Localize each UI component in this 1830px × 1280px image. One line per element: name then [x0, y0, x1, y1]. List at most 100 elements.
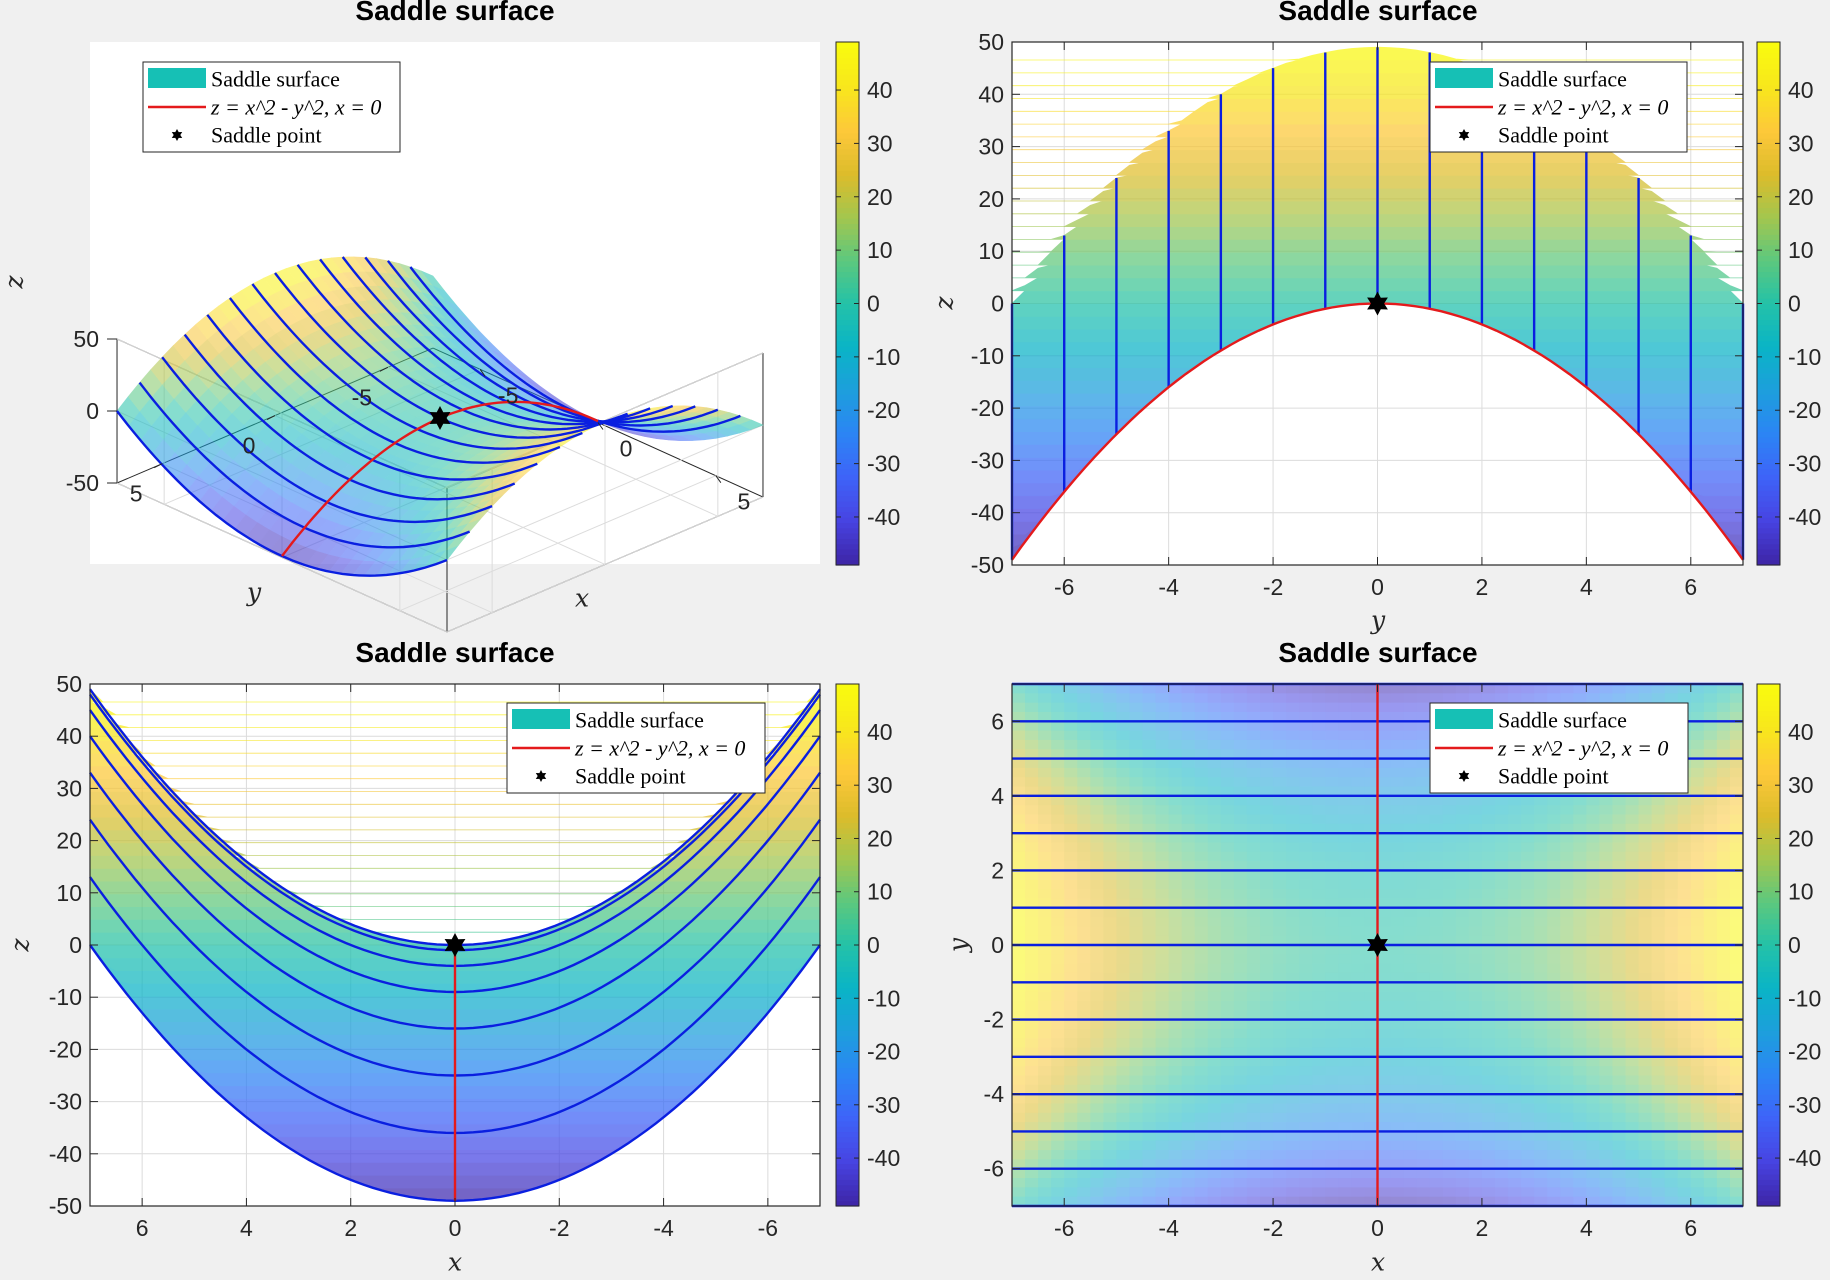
surface-cell: [1129, 1187, 1144, 1198]
surface-cell: [1664, 833, 1679, 843]
colorbar-segment: [836, 351, 859, 358]
surface-cell: [1612, 684, 1627, 694]
surface-cell: [1403, 1196, 1418, 1207]
surface-cell: [1442, 1150, 1457, 1160]
surface-cell: [1390, 917, 1405, 927]
surface-cell: [1103, 870, 1117, 881]
surface-cell: [1560, 814, 1574, 825]
surface-cell: [1286, 767, 1300, 778]
surface-cell: [1612, 879, 1627, 890]
surface-cell: [1012, 1010, 1026, 1021]
surface-cell: [1729, 1196, 1744, 1207]
surface-cell: [1246, 1122, 1261, 1132]
surface-cell: [1325, 805, 1339, 815]
surface-cell: [1312, 889, 1326, 899]
surface-cell: [1625, 954, 1640, 965]
surface-cell: [1129, 1056, 1144, 1067]
surface-cell: [1312, 851, 1326, 862]
surface-cell: [1051, 1075, 1065, 1086]
colorbar-segment: [836, 1190, 859, 1196]
colorbar-segment: [1757, 992, 1780, 999]
surface-cell: [1508, 1187, 1522, 1198]
surface-cell: [1729, 963, 1744, 974]
surface-cell: [1481, 954, 1496, 965]
colorbar-segment: [1757, 202, 1780, 209]
colorbar-segment: [1757, 1046, 1780, 1053]
surface-cell: [1025, 926, 1039, 937]
surface-cell: [1246, 1010, 1261, 1021]
surface-cell: [1233, 1000, 1248, 1011]
colorbar-segment: [836, 1179, 859, 1186]
surface-cell: [1181, 870, 1196, 881]
surface-cell: [1390, 982, 1405, 993]
surface-cell: [1220, 749, 1235, 760]
surface-cell: [1651, 851, 1666, 862]
colorbar-segment: [1757, 484, 1780, 491]
surface-cell: [1651, 1168, 1666, 1179]
surface-cell: [1625, 1084, 1640, 1095]
surface-cell: [1547, 879, 1561, 890]
surface-cell: [1703, 786, 1718, 797]
surface-cell: [1286, 991, 1300, 1002]
colorbar-segment: [836, 298, 859, 305]
surface-cell: [1233, 870, 1248, 881]
surface-cell: [1690, 805, 1705, 815]
surface-cell: [1677, 879, 1692, 890]
surface-cell: [1729, 1019, 1744, 1030]
surface-cell: [1664, 693, 1679, 704]
surface-cell: [1351, 823, 1365, 834]
tick-label: 2: [1476, 1215, 1489, 1241]
colorbar-segment: [836, 1083, 859, 1090]
surface-cell: [1051, 1094, 1065, 1104]
surface-cell: [1103, 879, 1117, 890]
surface-cell: [1468, 879, 1483, 890]
surface-cell: [1312, 1187, 1326, 1198]
surface-cell: [1338, 1150, 1352, 1160]
surface-cell: [1064, 795, 1078, 806]
surface-cell: [1260, 1075, 1274, 1086]
surface-cell: [1181, 739, 1196, 750]
surface-cell: [1677, 1103, 1692, 1114]
surface-cell: [1403, 823, 1418, 834]
surface-cell: [1064, 1084, 1078, 1095]
surface-cell: [1586, 1178, 1600, 1188]
surface-cell: [1534, 684, 1548, 694]
surface-cell: [1664, 1056, 1679, 1067]
surface-cell: [1651, 1140, 1666, 1151]
colorbar-segment: [1757, 1152, 1780, 1159]
surface-cell: [1690, 749, 1705, 760]
surface-cell: [1455, 907, 1470, 918]
colorbar-segment: [1757, 971, 1780, 978]
surface-cell: [1325, 982, 1339, 993]
surface-cell: [1129, 823, 1144, 834]
surface-cell: [1233, 851, 1248, 862]
surface-cell: [1494, 1131, 1509, 1142]
surface-cell: [1155, 1028, 1170, 1039]
surface-cell: [1573, 1178, 1587, 1188]
surface-cell: [1651, 1075, 1666, 1086]
surface-cell: [1560, 795, 1574, 806]
surface-cell: [1051, 777, 1065, 788]
surface-cell: [1403, 898, 1418, 909]
surface-cell: [1534, 1187, 1548, 1198]
colorbar-segment: [836, 511, 859, 518]
surface-cell: [1690, 1000, 1705, 1011]
surface-cell: [1351, 1187, 1365, 1198]
surface-cell: [1260, 1038, 1274, 1049]
surface-cell: [1429, 963, 1444, 974]
surface-cell: [1716, 926, 1731, 937]
surface-cell: [1416, 917, 1431, 927]
surface-cell: [1051, 702, 1065, 713]
surface-cell: [1729, 842, 1744, 853]
surface-cell: [1338, 898, 1352, 909]
surface-cell: [1494, 898, 1509, 909]
surface-cell: [1233, 711, 1248, 722]
surface-cell: [1077, 702, 1091, 713]
surface-cell: [1481, 1075, 1496, 1086]
surface-cell: [1586, 693, 1600, 704]
surface-cell: [1338, 879, 1352, 890]
colorbar-segment: [836, 479, 859, 486]
surface-cell: [1612, 1103, 1627, 1114]
surface-cell: [1390, 954, 1405, 965]
